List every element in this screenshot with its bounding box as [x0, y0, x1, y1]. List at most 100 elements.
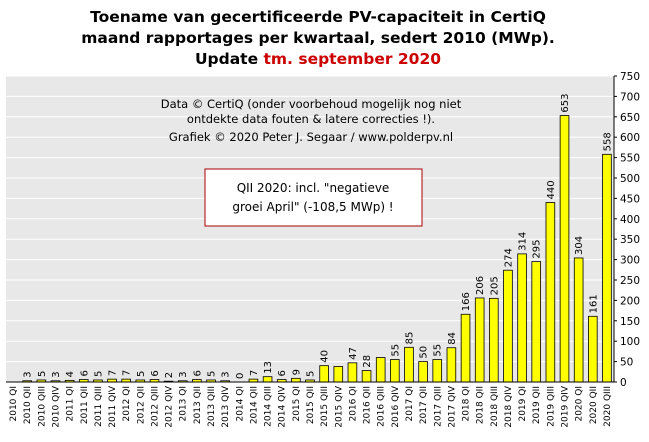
- bar-value-label: 314: [518, 232, 529, 251]
- x-tick-label: 2016 QII: [363, 386, 373, 424]
- bar: [446, 347, 457, 383]
- bar-value-label: 161: [588, 294, 599, 313]
- bar-value-label: 274: [503, 248, 514, 267]
- bar-value-label: 84: [447, 332, 458, 345]
- x-tick-label: 2017 QIII: [433, 386, 443, 427]
- x-tick-label: 2014 QI: [235, 386, 245, 422]
- x-tick-label: 2014 QIII: [264, 386, 274, 427]
- x-tick-label: 2020 QIII: [603, 386, 613, 427]
- x-tick-label: 2016 QIII: [377, 386, 387, 427]
- bar: [291, 377, 301, 383]
- bar-value-label: 3: [178, 371, 189, 377]
- bar-value-label: 2: [164, 372, 175, 378]
- x-tick-label: 2013 QI: [179, 386, 189, 422]
- y-tick-label: 150: [620, 316, 640, 328]
- bar-value-label: 295: [532, 240, 543, 259]
- bar: [333, 366, 344, 383]
- x-tick-label: 2017 QI: [405, 386, 415, 422]
- x-tick-label: 2020 QII: [589, 386, 599, 424]
- bar-value-label: 5: [136, 371, 147, 377]
- x-tick-label: 2015 QII: [306, 386, 316, 424]
- x-tick-label: 2019 QIV: [561, 385, 571, 428]
- chart-title-line2: maand rapportages per kwartaal, sedert 2…: [81, 29, 555, 47]
- bar-value-label: 0: [235, 373, 246, 379]
- bar: [418, 361, 428, 383]
- bar-value-label: 28: [362, 355, 373, 368]
- y-tick-label: 300: [620, 255, 640, 267]
- bar: [262, 376, 273, 383]
- bar: [390, 359, 400, 383]
- annotation-line2: groei April" (-108,5 MWp) !: [232, 200, 393, 214]
- x-tick-label: 2010 QII: [23, 386, 33, 424]
- bar-value-label: 206: [475, 276, 486, 295]
- bar-value-label: 5: [306, 371, 317, 377]
- y-tick-label: 250: [620, 275, 640, 287]
- y-tick-label: 650: [620, 112, 640, 124]
- x-tick-label: 2016 QI: [348, 386, 358, 422]
- x-tick-label: 2018 QIV: [504, 385, 514, 428]
- bar-value-label: 6: [192, 370, 203, 376]
- x-tick-label: 2014 QIV: [278, 385, 288, 428]
- bar-value-label: 205: [489, 276, 500, 295]
- bar: [545, 202, 556, 383]
- chart-title-update-date: tm. september 2020: [264, 50, 442, 68]
- bar-value-label: 13: [263, 361, 274, 374]
- bar-value-label: 304: [574, 236, 585, 255]
- chart-title-line3: Update tm. september 2020: [195, 50, 441, 68]
- y-tick-label: 50: [620, 357, 633, 369]
- bar-value-label: 9: [291, 369, 302, 375]
- bar-value-label: 3: [23, 371, 34, 377]
- bar-value-label: 50: [419, 346, 430, 359]
- bar: [559, 115, 570, 383]
- bar-value-label: 6: [277, 370, 288, 376]
- y-tick-label: 0: [620, 377, 627, 389]
- bar: [602, 153, 612, 383]
- bar: [319, 365, 329, 383]
- x-tick-label: 2012 QIII: [150, 386, 160, 427]
- credit-line2: ontdekte data fouten & latere correcties…: [187, 112, 435, 126]
- bars: [22, 115, 612, 383]
- bar: [460, 313, 471, 383]
- x-tick-label: 2017 QIV: [447, 385, 457, 428]
- bar-value-label: 3: [221, 371, 232, 377]
- x-tick-label: 2010 QIII: [37, 386, 47, 427]
- x-tick-label: 2013 QIV: [221, 385, 231, 428]
- y-tick-label: 600: [620, 132, 640, 144]
- x-tick-label: 2018 QII: [476, 386, 486, 424]
- bar-value-label: 7: [249, 370, 260, 376]
- bar: [474, 297, 485, 383]
- x-tick-label: 2011 QI: [66, 386, 76, 422]
- x-tick-label: 2019 QI: [518, 386, 528, 422]
- y-tick-label: 200: [620, 295, 640, 307]
- bar: [375, 357, 386, 383]
- x-tick-label: 2012 QIV: [165, 385, 175, 428]
- y-tick-label: 750: [620, 71, 640, 83]
- bar-value-label: 7: [122, 370, 133, 376]
- y-tick-label: 450: [620, 193, 640, 205]
- y-tick-label: 400: [620, 214, 640, 226]
- credit-line3: Grafiek © 2020 Peter J. Segaar / www.pol…: [169, 130, 453, 144]
- x-tick-label: 2018 QI: [462, 386, 472, 422]
- y-tick-label: 350: [620, 234, 640, 246]
- bar: [517, 253, 527, 383]
- bar: [404, 346, 414, 383]
- bar: [531, 261, 542, 383]
- y-tick-label: 700: [620, 91, 640, 103]
- chart-title-update-prefix: Update: [195, 50, 264, 68]
- x-tick-label: 2019 QIII: [546, 386, 556, 427]
- bar: [588, 315, 598, 383]
- annotation-line1: QII 2020: incl. "negatieve: [237, 181, 390, 195]
- bar: [347, 362, 358, 383]
- bar-value-label: 3: [51, 371, 62, 377]
- bar-value-label: 653: [560, 93, 571, 112]
- x-tick-label: 2018 QIII: [490, 386, 500, 427]
- x-tick-label: 2010 QIV: [51, 385, 61, 428]
- bar-value-label: 6: [150, 370, 161, 376]
- x-tick-label: 2019 QII: [532, 386, 542, 424]
- x-tick-label: 2015 QIII: [320, 386, 330, 427]
- bar: [573, 257, 584, 383]
- bar: [503, 269, 513, 383]
- bar-value-label: 166: [461, 292, 472, 311]
